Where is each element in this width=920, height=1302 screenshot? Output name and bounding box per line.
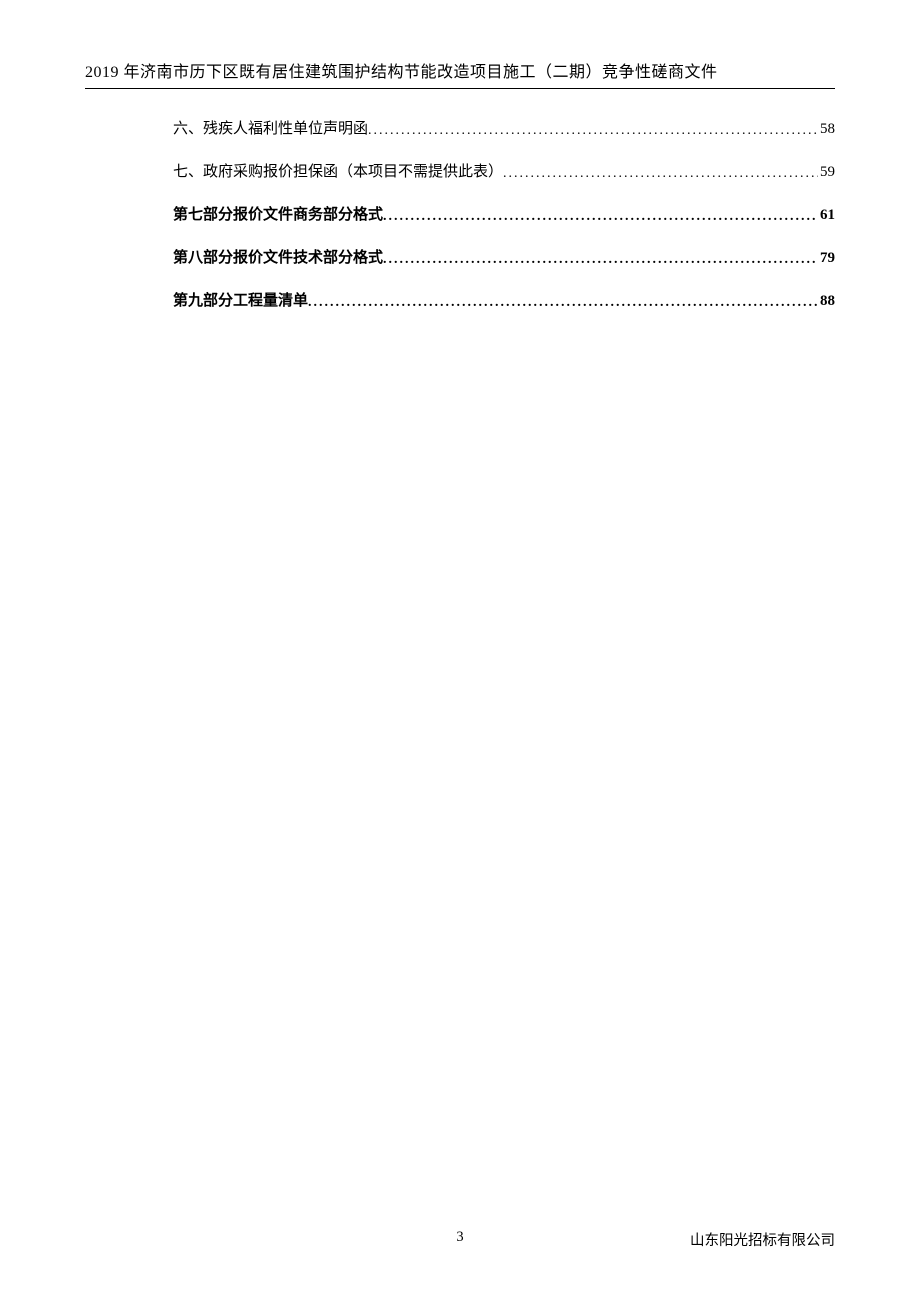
toc-leader-dots: ........................................… <box>503 166 818 182</box>
toc-section-title: 报价文件商务部分格式 <box>233 203 383 224</box>
toc-section-label: 第九部分 <box>173 289 233 310</box>
toc-section-title: 报价文件技术部分格式 <box>233 246 383 267</box>
toc-entry-part8: 第八部分 报价文件技术部分格式 ........................… <box>173 246 835 267</box>
toc-leader-dots: ........................................… <box>383 252 818 268</box>
toc-label: 七、政府采购报价担保函（本项目不需提供此表） <box>173 160 503 181</box>
toc-page-number: 79 <box>818 250 835 267</box>
page-container: 2019 年济南市历下区既有居住建筑围护结构节能改造项目施工（二期）竞争性磋商文… <box>0 0 920 1302</box>
toc-section-label: 第八部分 <box>173 246 233 267</box>
toc-label: 六、残疾人福利性单位声明函 <box>173 117 368 138</box>
toc-leader-dots: ........................................… <box>308 295 818 311</box>
toc-section-title: 工程量清单 <box>233 289 308 310</box>
toc-entry-part9: 第九部分 工程量清单 .............................… <box>173 289 835 310</box>
footer-page-number: 3 <box>456 1229 463 1246</box>
toc-section-label: 第七部分 <box>173 203 233 224</box>
toc-leader-dots: ........................................… <box>368 123 818 139</box>
toc-leader-dots: ........................................… <box>383 209 818 225</box>
table-of-contents: 六、残疾人福利性单位声明函 ..........................… <box>85 117 835 310</box>
toc-page-number: 59 <box>818 164 835 181</box>
toc-page-number: 61 <box>818 207 835 224</box>
toc-entry-6: 六、残疾人福利性单位声明函 ..........................… <box>173 117 835 138</box>
footer-company-name: 山东阳光招标有限公司 <box>690 1229 835 1250</box>
toc-entry-7: 七、政府采购报价担保函（本项目不需提供此表） .................… <box>173 160 835 181</box>
page-footer: 3 山东阳光招标有限公司 <box>0 1229 920 1250</box>
document-header-title: 2019 年济南市历下区既有居住建筑围护结构节能改造项目施工（二期）竞争性磋商文… <box>85 58 835 89</box>
toc-page-number: 58 <box>818 121 835 138</box>
toc-entry-part7: 第七部分 报价文件商务部分格式 ........................… <box>173 203 835 224</box>
toc-page-number: 88 <box>818 293 835 310</box>
